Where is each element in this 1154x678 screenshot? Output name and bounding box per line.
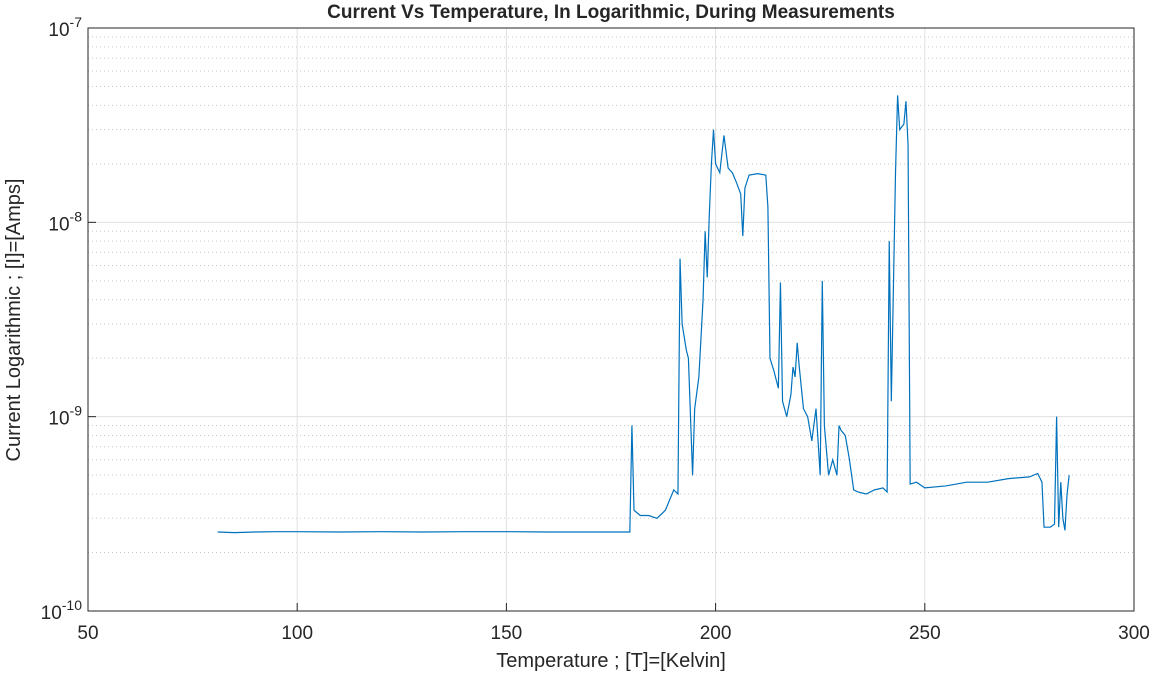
data-line [217, 95, 1070, 534]
x-axis-label: Temperature ; [T]=[Kelvin] [496, 650, 726, 672]
x-tick-label: 50 [77, 623, 98, 644]
y-axis-label: Current Logarithmic ; [I]=[Amps] [3, 179, 25, 462]
y-tick-label: 10-10 [41, 597, 83, 624]
x-tick-label: 200 [700, 623, 732, 644]
y-tick-label: 10-8 [48, 208, 82, 235]
x-tick-label: 150 [491, 623, 523, 644]
plot-frame [87, 27, 1135, 612]
x-tick-label: 250 [909, 623, 941, 644]
y-tick-label: 10-7 [48, 14, 82, 41]
x-tick-label: 300 [1118, 623, 1150, 644]
x-tick-label: 100 [281, 623, 313, 644]
chart-title: Current Vs Temperature, In Logarithmic, … [327, 2, 895, 23]
y-tick-label: 10-9 [48, 403, 82, 430]
